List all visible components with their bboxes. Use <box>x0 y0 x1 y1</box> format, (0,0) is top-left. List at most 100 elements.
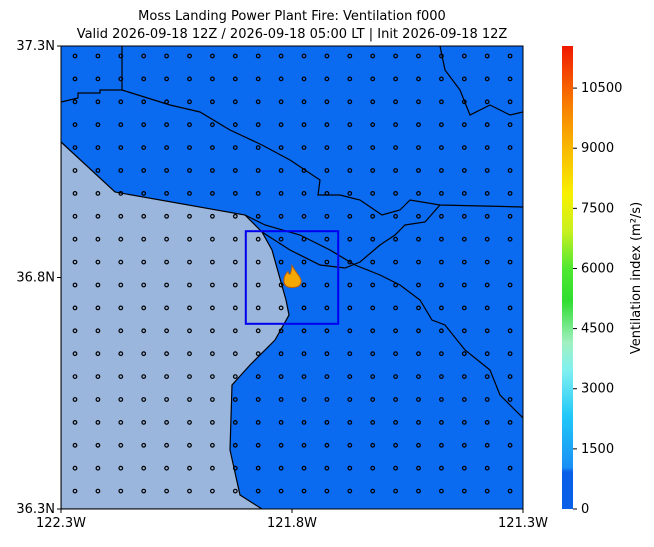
wind-dot <box>72 236 78 242</box>
wind-dot <box>278 99 284 105</box>
wind-dot <box>416 259 421 265</box>
wind-dot <box>370 328 376 334</box>
wind-dot <box>347 122 353 128</box>
wind-dot <box>255 122 261 128</box>
wind-dot <box>461 213 467 219</box>
wind-dot <box>95 351 101 357</box>
wind-dot <box>439 465 444 471</box>
wind-dot <box>507 168 513 173</box>
wind-dot <box>95 328 101 334</box>
wind-dot <box>301 488 307 494</box>
wind-dot <box>141 99 147 105</box>
wind-dot <box>439 328 444 334</box>
wind-dot <box>347 282 353 288</box>
x-tick-label: 121.8W <box>267 516 317 531</box>
wind-dot <box>301 168 307 173</box>
wind-dot <box>507 99 513 105</box>
wind-dot <box>141 259 147 265</box>
wind-dot <box>118 442 124 448</box>
wind-dot <box>255 99 261 105</box>
wind-dot <box>393 76 399 82</box>
wind-dot <box>507 76 513 82</box>
wind-dot <box>187 76 192 82</box>
wind-dot <box>255 465 261 471</box>
wind-dot <box>255 213 261 219</box>
wind-dot <box>370 145 376 151</box>
wind-dot <box>187 374 192 380</box>
wind-dot <box>209 99 215 105</box>
wind-dot <box>278 442 284 448</box>
wind-dot <box>72 488 78 494</box>
wind-dot <box>72 99 78 105</box>
wind-dot <box>164 122 170 128</box>
wind-dot <box>187 190 192 196</box>
wind-dot <box>484 420 490 425</box>
wind-dot <box>72 259 78 265</box>
wind-dot <box>209 305 215 311</box>
wind-dot <box>209 145 215 151</box>
wind-dot <box>461 282 467 288</box>
wind-dot <box>95 305 101 311</box>
wind-dot <box>370 420 376 425</box>
wind-dot <box>324 190 330 196</box>
wind-dot <box>118 168 124 173</box>
wind-dot <box>141 53 147 59</box>
colorbar-tick-label: 1500 <box>581 442 614 457</box>
wind-dot <box>301 76 307 82</box>
wind-dot <box>141 328 147 334</box>
wind-dot <box>324 259 330 265</box>
wind-dot <box>232 488 238 494</box>
wind-dot <box>461 145 467 151</box>
wind-dot <box>393 145 399 151</box>
wind-dot <box>187 305 192 311</box>
wind-dot <box>416 465 421 471</box>
wind-dot <box>484 122 490 128</box>
wind-dot <box>141 488 147 494</box>
wind-dot <box>232 236 238 242</box>
wind-dot <box>187 488 192 494</box>
wind-dot <box>118 351 124 357</box>
wind-dot <box>324 397 330 402</box>
colorbar-tick-label: 10500 <box>581 81 622 96</box>
wind-dot <box>347 420 353 425</box>
wind-dot <box>232 465 238 471</box>
wind-dot <box>72 190 78 196</box>
wind-dot <box>232 351 238 357</box>
wind-dot <box>95 145 101 151</box>
wind-dot <box>255 305 261 311</box>
wind-dot <box>187 122 192 128</box>
wind-dot <box>416 53 421 59</box>
wind-dot <box>416 328 421 334</box>
wind-dot <box>416 488 421 494</box>
wind-dot <box>141 465 147 471</box>
wind-dot <box>393 397 399 402</box>
wind-dot <box>95 168 101 173</box>
wind-dot <box>507 465 513 471</box>
wind-dot <box>370 305 376 311</box>
wind-dot <box>72 122 78 128</box>
wind-dot <box>461 374 467 380</box>
wind-dot <box>232 442 238 448</box>
wind-dot <box>324 213 330 219</box>
wind-dot <box>141 351 147 357</box>
wind-dot <box>255 53 261 59</box>
wind-dot <box>95 465 101 471</box>
wind-dot <box>439 168 444 173</box>
wind-dot <box>278 259 284 265</box>
wind-dot <box>141 420 147 425</box>
wind-dot <box>347 213 353 219</box>
wind-dot <box>416 374 421 380</box>
wind-dot <box>484 282 490 288</box>
wind-dot <box>416 351 421 357</box>
wind-dot <box>95 99 101 105</box>
wind-dot <box>164 145 170 151</box>
wind-dot <box>416 76 421 82</box>
wind-dot <box>164 488 170 494</box>
y-tick-label: 36.8N <box>16 271 55 286</box>
wind-dot <box>347 397 353 402</box>
wind-dot <box>324 168 330 173</box>
wind-dot <box>164 420 170 425</box>
wind-dot <box>507 351 513 357</box>
wind-dot <box>278 351 284 357</box>
wind-dot <box>484 442 490 448</box>
